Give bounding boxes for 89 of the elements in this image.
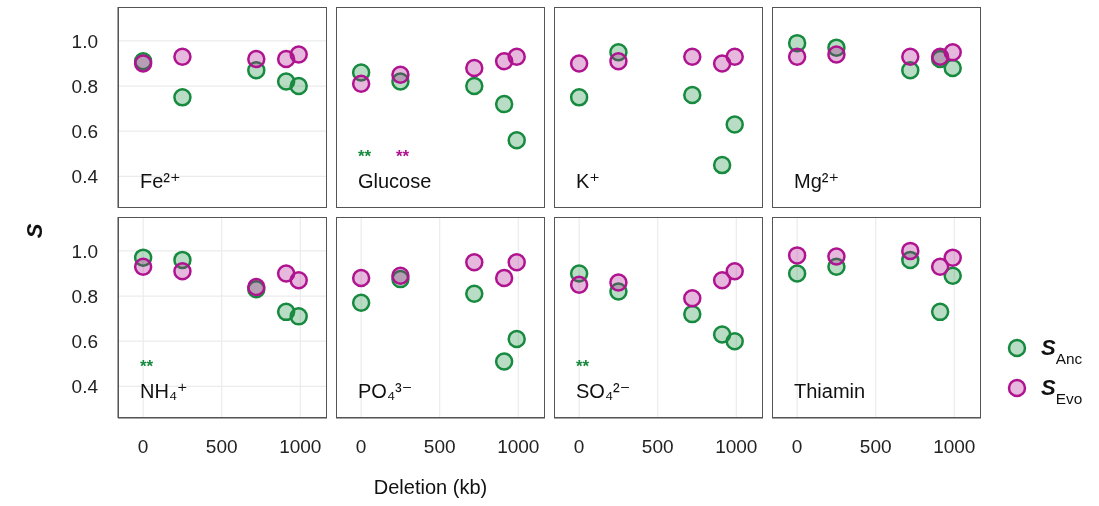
point bbox=[683, 304, 702, 324]
point bbox=[609, 51, 628, 71]
x-tick-label: 1000 bbox=[279, 436, 322, 458]
text: PO₄³⁻ bbox=[358, 380, 413, 402]
point bbox=[787, 264, 807, 283]
point bbox=[351, 293, 371, 313]
point bbox=[465, 58, 484, 78]
point bbox=[465, 252, 484, 272]
point bbox=[569, 88, 589, 107]
point bbox=[507, 329, 526, 349]
annotation: ** bbox=[576, 356, 590, 376]
point bbox=[247, 49, 266, 69]
x-tick-label: 0 bbox=[791, 436, 803, 458]
y-tick-label: 0.6 bbox=[71, 330, 98, 352]
point bbox=[943, 42, 962, 62]
point bbox=[494, 94, 514, 114]
x-tick-label: 500 bbox=[859, 436, 892, 458]
x-tick-label: 1000 bbox=[715, 436, 758, 458]
text: SO₄²⁻ bbox=[576, 380, 631, 402]
annotation: ** bbox=[140, 356, 154, 376]
point bbox=[173, 47, 192, 66]
point bbox=[787, 47, 807, 66]
point bbox=[173, 88, 192, 107]
point bbox=[930, 257, 950, 276]
point bbox=[943, 248, 962, 267]
point bbox=[901, 47, 920, 66]
point bbox=[465, 284, 484, 304]
text: Thiamin bbox=[794, 380, 866, 402]
annotation: ** bbox=[358, 146, 372, 166]
legend-label: S$_{Evo}$ bbox=[1041, 374, 1083, 406]
text: Fe²⁺ bbox=[140, 170, 181, 192]
x-tick-label: 500 bbox=[423, 436, 456, 458]
point bbox=[465, 76, 484, 96]
y-tick-label: 0.6 bbox=[71, 120, 98, 142]
point bbox=[391, 65, 410, 84]
point bbox=[683, 47, 702, 66]
y-tick-label: 0.8 bbox=[71, 75, 98, 97]
y-axis-title: S bbox=[22, 223, 49, 239]
point bbox=[712, 155, 732, 175]
point bbox=[725, 115, 744, 134]
point bbox=[943, 58, 962, 78]
x-tick-label: 500 bbox=[205, 436, 238, 458]
y-tick-label: 0.8 bbox=[71, 285, 98, 307]
x-axis-title: Deletion (kb) bbox=[372, 476, 489, 499]
text: Glucose bbox=[358, 170, 432, 192]
x-tick-label: 1000 bbox=[933, 436, 976, 458]
point bbox=[133, 257, 153, 276]
point bbox=[683, 85, 702, 105]
point bbox=[569, 54, 589, 73]
x-tick-label: 0 bbox=[137, 436, 149, 458]
point bbox=[943, 266, 962, 285]
point bbox=[494, 352, 514, 371]
point bbox=[289, 307, 308, 326]
point bbox=[712, 270, 732, 290]
point bbox=[494, 268, 514, 288]
annotation: ** bbox=[396, 146, 410, 166]
point bbox=[289, 45, 308, 64]
point bbox=[173, 261, 192, 281]
point bbox=[725, 261, 744, 281]
point bbox=[507, 252, 526, 272]
y-tick-label: 1.0 bbox=[71, 240, 98, 262]
x-tick-label: 500 bbox=[641, 436, 674, 458]
x-tick-label: 0 bbox=[573, 436, 585, 458]
y-tick-label: 1.0 bbox=[71, 30, 98, 52]
point bbox=[787, 246, 807, 265]
point bbox=[391, 266, 410, 285]
point bbox=[827, 247, 846, 266]
point bbox=[725, 47, 744, 66]
point bbox=[827, 45, 846, 64]
point bbox=[901, 241, 920, 261]
text: K⁺ bbox=[576, 170, 600, 192]
point bbox=[507, 131, 526, 150]
y-tick-label: 0.4 bbox=[71, 166, 99, 188]
point bbox=[351, 74, 371, 94]
text: NH₄⁺ bbox=[140, 380, 188, 402]
point bbox=[683, 289, 702, 308]
point bbox=[351, 268, 371, 288]
text: Mg²⁺ bbox=[794, 170, 839, 192]
point bbox=[507, 47, 526, 66]
point bbox=[289, 270, 308, 290]
point bbox=[289, 76, 308, 96]
x-tick-label: 1000 bbox=[497, 436, 540, 458]
point bbox=[569, 275, 589, 294]
point bbox=[609, 273, 628, 292]
point bbox=[930, 302, 950, 322]
legend-label: S$_{Anc}$ bbox=[1041, 334, 1083, 366]
x-tick-label: 0 bbox=[355, 436, 367, 458]
y-tick-label: 0.4 bbox=[71, 376, 99, 398]
point bbox=[725, 331, 744, 351]
